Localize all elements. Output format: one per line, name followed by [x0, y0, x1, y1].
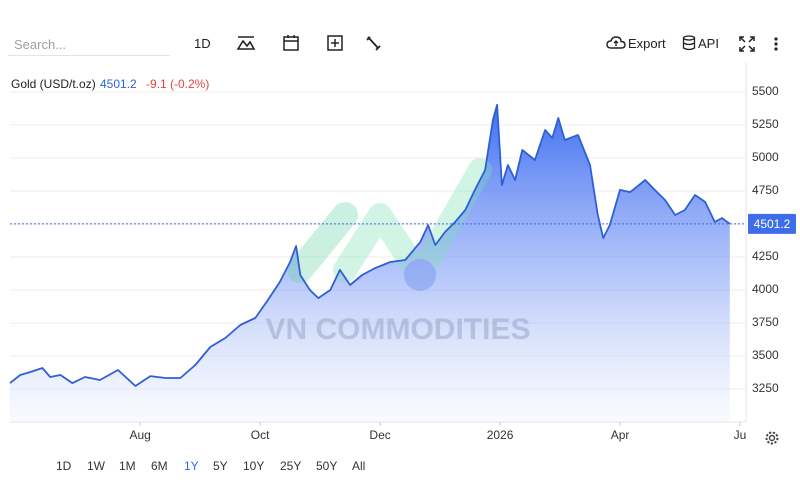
range-button[interactable]: 50Y [316, 459, 338, 473]
settings-icon[interactable] [764, 430, 780, 446]
watermark-logo [404, 259, 436, 291]
watermark-text: VN COMMODITIES [265, 313, 530, 346]
range-bar: 1D 1W 1M 6M 1Y 5Y 10Y 25Y 50Y All [0, 455, 800, 477]
watermark-logo [333, 158, 492, 287]
x-tick-label: Aug [129, 428, 150, 442]
y-tick-label: 3750 [752, 315, 779, 329]
compare-icon[interactable] [326, 34, 344, 52]
y-tick-label: 4000 [752, 282, 779, 296]
x-tick-label: Ju [734, 428, 747, 442]
x-tick-label: Oct [251, 428, 270, 442]
y-tick-label: 5000 [752, 150, 779, 164]
calendar-icon[interactable] [282, 34, 300, 52]
api-icon[interactable] [682, 35, 696, 51]
range-button[interactable]: 6M [151, 459, 168, 473]
line [9, 104, 731, 387]
range-button[interactable]: 1M [119, 459, 136, 473]
range-button[interactable]: 1Y [184, 459, 199, 473]
x-tick-label: 2026 [487, 428, 514, 442]
y-tick-label: 5500 [752, 84, 779, 98]
range-button[interactable]: 25Y [280, 459, 302, 473]
x-tick-label: Dec [369, 428, 390, 442]
y-tick-label: 3500 [752, 348, 779, 362]
watermark-group [287, 158, 492, 291]
menu-icon[interactable] [772, 36, 780, 52]
last-price-box [748, 213, 796, 234]
range-button[interactable]: All [352, 459, 366, 473]
range-button[interactable]: 10Y [243, 459, 265, 473]
fullscreen-icon[interactable] [738, 35, 756, 53]
tools-icon[interactable] [364, 34, 382, 52]
area [10, 104, 730, 423]
watermark-logo [287, 202, 358, 283]
export-icon[interactable] [606, 35, 626, 51]
chart: VN COMMODITIES Gold (USD/t.oz) 4501.2 -9… [9, 62, 796, 442]
range-button[interactable]: 1W [87, 459, 105, 473]
api-button[interactable]: API [698, 36, 719, 51]
y-tick-label: 4250 [752, 249, 779, 263]
toolbar: Search... 1D Export API [0, 0, 800, 62]
range-button[interactable]: 1D [56, 459, 72, 473]
last-price-label: 4501.2 [754, 217, 791, 231]
interval-button[interactable]: 1D [194, 36, 211, 51]
range-button[interactable]: 5Y [213, 459, 228, 473]
x-tick-label: Apr [611, 428, 630, 442]
legend-name: Gold (USD/t.oz) [11, 77, 96, 91]
y-tick-label: 3250 [752, 381, 779, 395]
export-button[interactable]: Export [628, 36, 666, 51]
legend-change: -9.1 (-0.2%) [146, 77, 209, 91]
y-tick-label: 5250 [752, 117, 779, 131]
legend-price: 4501.2 [100, 77, 137, 91]
search-box[interactable]: Search... [8, 34, 170, 56]
y-tick-label: 4750 [752, 183, 779, 197]
chart-type-icon[interactable] [236, 34, 256, 52]
